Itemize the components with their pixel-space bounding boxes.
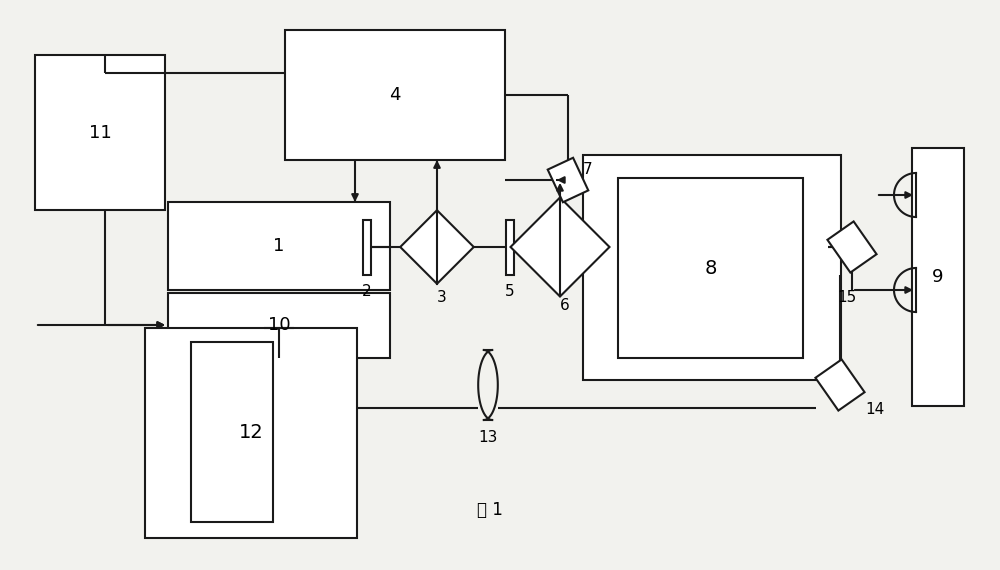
- Text: 8: 8: [704, 259, 717, 278]
- Text: 9: 9: [932, 268, 944, 286]
- Text: 14: 14: [865, 402, 885, 417]
- Bar: [145, 328, 357, 538]
- Text: 1: 1: [273, 237, 285, 255]
- Bar: [35, 55, 165, 210]
- Text: 2: 2: [362, 284, 372, 299]
- Bar: [912, 148, 964, 406]
- Polygon shape: [511, 197, 609, 296]
- Text: 4: 4: [389, 86, 401, 104]
- Bar: [583, 155, 841, 380]
- Text: 15: 15: [837, 290, 857, 304]
- Polygon shape: [400, 210, 474, 284]
- Bar: [363, 219, 371, 275]
- Text: 10: 10: [268, 316, 290, 335]
- Polygon shape: [548, 158, 588, 202]
- Text: 3: 3: [437, 290, 447, 304]
- Text: 11: 11: [89, 124, 111, 141]
- Text: 5: 5: [505, 284, 515, 299]
- Bar: [285, 30, 505, 160]
- Text: 图 1: 图 1: [477, 501, 503, 519]
- Text: 6: 6: [560, 298, 570, 312]
- Polygon shape: [815, 360, 865, 410]
- Text: 7: 7: [583, 162, 593, 177]
- Bar: [191, 342, 273, 522]
- Bar: [168, 202, 390, 290]
- Bar: [618, 178, 803, 358]
- Bar: [168, 293, 390, 358]
- Text: 13: 13: [478, 430, 498, 445]
- Text: 12: 12: [239, 424, 263, 442]
- Bar: [506, 219, 514, 275]
- Polygon shape: [827, 221, 877, 272]
